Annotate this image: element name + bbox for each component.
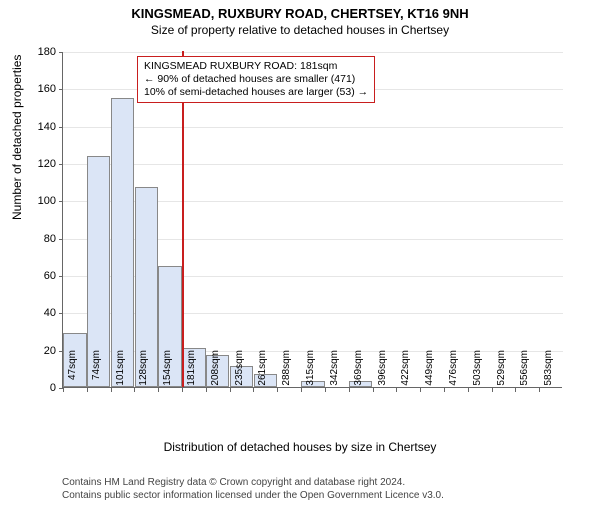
x-tick-label: 529sqm [496,350,507,396]
x-tick [63,388,64,392]
x-tick-label: 47sqm [67,350,78,396]
title-main: KINGSMEAD, RUXBURY ROAD, CHERTSEY, KT16 … [0,6,600,21]
x-tick-label: 208sqm [210,350,221,396]
x-tick-label: 396sqm [377,350,388,396]
x-tick [182,388,183,392]
y-tick [59,239,63,240]
gridline [63,127,563,128]
y-tick [59,313,63,314]
x-tick [349,388,350,392]
footer-line-1: Contains HM Land Registry data © Crown c… [62,477,444,490]
x-tick-label: 449sqm [424,350,435,396]
x-tick [444,388,445,392]
x-tick-label: 556sqm [519,350,530,396]
x-tick [134,388,135,392]
gridline [63,164,563,165]
x-tick [325,388,326,392]
title-subtitle: Size of property relative to detached ho… [0,23,600,37]
x-tick [253,388,254,392]
x-tick-label: 315sqm [305,350,316,396]
y-tick-label: 80 [20,233,56,245]
y-tick [59,201,63,202]
y-tick [59,164,63,165]
y-tick [59,89,63,90]
x-tick [420,388,421,392]
x-tick [158,388,159,392]
x-tick [515,388,516,392]
x-tick [301,388,302,392]
y-tick-label: 180 [20,46,56,58]
x-tick-label: 235sqm [234,350,245,396]
info-line-2: ← 90% of detached houses are smaller (47… [144,73,368,86]
x-tick-label: 181sqm [186,350,197,396]
x-tick [111,388,112,392]
x-tick [539,388,540,392]
x-tick-label: 128sqm [138,350,149,396]
x-tick [277,388,278,392]
gridline [63,52,563,53]
info-line-3: 10% of semi-detached houses are larger (… [144,86,368,99]
info-line-1: KINGSMEAD RUXBURY ROAD: 181sqm [144,60,368,73]
x-tick-label: 74sqm [91,350,102,396]
x-tick-label: 288sqm [281,350,292,396]
x-tick-label: 369sqm [353,350,364,396]
y-tick-label: 20 [20,345,56,357]
x-tick [230,388,231,392]
y-tick [59,276,63,277]
x-tick [396,388,397,392]
footer-attribution: Contains HM Land Registry data © Crown c… [62,477,444,502]
x-tick-label: 342sqm [329,350,340,396]
x-tick-label: 583sqm [543,350,554,396]
y-tick-label: 100 [20,195,56,207]
x-axis-label: Distribution of detached houses by size … [0,440,600,454]
x-tick [492,388,493,392]
info-annotation-box: KINGSMEAD RUXBURY ROAD: 181sqm ← 90% of … [137,56,375,103]
x-tick [206,388,207,392]
x-tick-label: 154sqm [162,350,173,396]
y-tick-label: 120 [20,158,56,170]
footer-line-2: Contains public sector information licen… [62,490,444,503]
x-tick-label: 422sqm [400,350,411,396]
y-tick [59,52,63,53]
x-tick-label: 261sqm [257,350,268,396]
y-tick [59,127,63,128]
y-tick-label: 0 [20,382,56,394]
y-tick-label: 140 [20,121,56,133]
histogram-bar [111,98,134,387]
histogram-chart: 47sqm74sqm101sqm128sqm154sqm181sqm208sqm… [62,52,562,388]
x-tick [468,388,469,392]
x-tick [373,388,374,392]
x-tick [87,388,88,392]
y-tick-label: 60 [20,270,56,282]
y-tick-label: 160 [20,83,56,95]
x-tick-label: 101sqm [115,350,126,396]
x-tick-label: 503sqm [472,350,483,396]
x-tick-label: 476sqm [448,350,459,396]
y-tick-label: 40 [20,307,56,319]
